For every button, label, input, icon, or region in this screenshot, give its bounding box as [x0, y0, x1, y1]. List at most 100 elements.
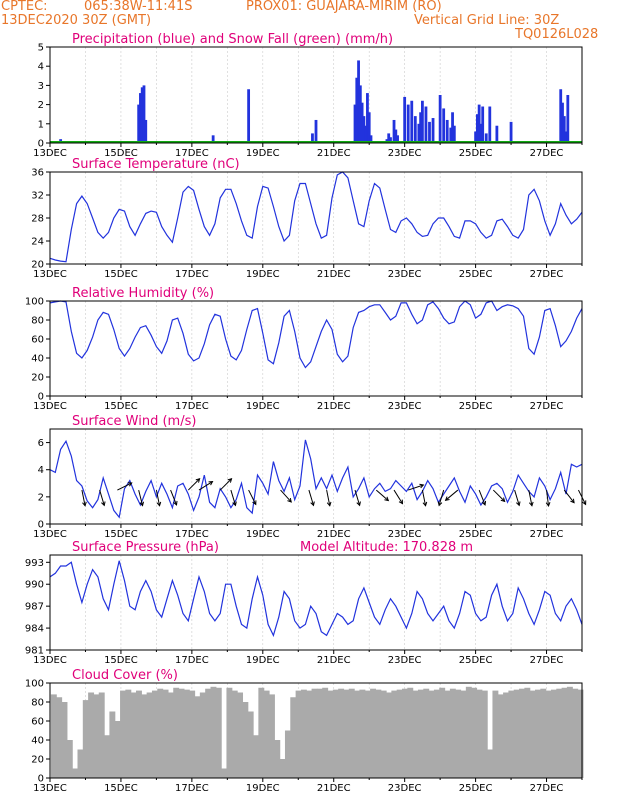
cloud-xtick-label: 23DEC — [388, 783, 422, 794]
wind-ytick-label: 0 — [38, 520, 44, 531]
cloud-bar — [455, 689, 462, 778]
precip-ytick-label: 2 — [38, 100, 44, 111]
cloud-bar — [519, 688, 525, 778]
wind-arrow — [99, 489, 106, 507]
precip-bar — [387, 133, 391, 143]
wind-arrow — [408, 483, 425, 491]
wind-arrow-shaft — [326, 489, 331, 506]
cloud-frame — [49, 682, 583, 779]
precip-xtick-label: 17DEC — [175, 148, 209, 159]
cloud-bar — [508, 690, 515, 778]
precip-xtick-label: 27DEC — [530, 148, 564, 159]
pres-xtick-label: 15DEC — [104, 655, 138, 666]
wind-arrow-head — [516, 501, 521, 507]
precip-bar — [392, 119, 396, 143]
precip-bar — [564, 131, 568, 143]
cloud-bar — [433, 689, 440, 778]
wind-arrow-head — [384, 496, 390, 502]
wind-arrow-shaft — [219, 478, 232, 491]
cloud-bar — [354, 690, 361, 778]
precip-bar — [355, 77, 359, 143]
precip-bar — [389, 137, 392, 143]
precip-bar — [566, 95, 570, 143]
cloud-bar — [497, 694, 504, 778]
wind-arrow-head — [356, 501, 361, 507]
precip-xtick-label: 23DEC — [388, 148, 422, 159]
cloud-xtick-label: 19DEC — [246, 783, 280, 794]
cloud-bar — [306, 690, 313, 778]
wind-arrow — [219, 478, 233, 491]
cloud-bar — [109, 711, 116, 778]
cloud-bar — [423, 688, 430, 778]
wind-arrow-shaft — [99, 489, 105, 506]
precip-bar — [362, 116, 366, 143]
cloud-bar — [205, 688, 212, 778]
cloud-bar — [141, 694, 148, 778]
rh-series-line — [49, 300, 583, 369]
wind-arrow-shaft — [354, 489, 361, 506]
cloud-bar — [295, 690, 302, 778]
cloud-bar — [98, 692, 105, 778]
rh-xtick-label: 25DEC — [459, 401, 493, 412]
cloud-xtick-label: 21DEC — [317, 783, 351, 794]
wind-arrow — [230, 489, 237, 507]
precip-bar — [394, 129, 398, 143]
cloud-bar — [338, 688, 345, 778]
wind-arrow — [514, 489, 521, 507]
precip-bar — [366, 93, 369, 143]
precip-bar — [410, 100, 414, 143]
cloud-bar — [449, 688, 456, 778]
cloud-bar — [231, 690, 238, 778]
cloud-bar — [151, 690, 158, 778]
wind-arrow-shaft — [170, 489, 177, 506]
wind-arrow-head — [232, 501, 237, 507]
wind-xtick-label: 27DEC — [530, 529, 564, 540]
rh-ytick-label: 80 — [31, 316, 44, 327]
wind-arrow — [354, 489, 361, 507]
temp-xtick-label: 17DEC — [175, 269, 209, 280]
grid-line-label: Vertical Grid Line: 30Z — [414, 13, 560, 28]
wind-arrow-shaft — [155, 489, 161, 506]
cloud-bar — [396, 689, 403, 778]
wind-xtick-label: 19DEC — [246, 529, 280, 540]
precip-ytick-label: 1 — [38, 119, 44, 130]
cloud-bar — [460, 690, 467, 778]
chart-header: CPTEC: 065:38W-11:41S PROX01: GUAJARA-MI… — [0, 0, 618, 48]
rh-ytick-label: 20 — [31, 373, 44, 384]
wind-arrow-head — [422, 501, 428, 507]
cloud-bar — [136, 690, 142, 778]
precip-bar — [144, 119, 148, 143]
wind-arrow — [444, 489, 459, 501]
wind-arrow-shaft — [438, 489, 445, 506]
wind-arrow — [326, 489, 332, 507]
precip-bar — [451, 112, 454, 143]
cloud-bar — [316, 688, 323, 778]
wind-arrow-head — [139, 501, 145, 507]
rh-xtick-label: 19DEC — [246, 401, 280, 412]
wind-series-line — [49, 439, 583, 519]
wind-ytick-label: 6 — [38, 438, 44, 449]
cloud-bar — [370, 688, 377, 778]
cloud-xtick-label: 25DEC — [459, 783, 493, 794]
cloud-bar — [189, 690, 196, 778]
temp-xtick-label: 13DEC — [33, 269, 67, 280]
wind-arrow-head — [195, 478, 201, 483]
cloud-ytick-label: 0 — [38, 774, 44, 785]
wind-arrow-shaft — [138, 489, 144, 506]
wind-arrow-shaft — [546, 490, 550, 507]
cloud-bar — [93, 694, 100, 778]
cloud-bar — [550, 689, 557, 778]
wind-arrow-head — [326, 501, 332, 507]
cloud-bar — [157, 688, 164, 778]
precip-bar — [403, 96, 407, 143]
cloud-bar — [72, 768, 79, 778]
cloud-ytick-label: 60 — [31, 717, 44, 728]
cloud-bar — [487, 749, 494, 778]
cloud-bar — [130, 692, 137, 778]
cloud-bar — [66, 740, 73, 778]
pres-xtick-label: 23DEC — [388, 655, 422, 666]
pres-xtick-label: 19DEC — [246, 655, 280, 666]
precip-bar — [353, 104, 357, 143]
wind-arrow-shaft — [528, 489, 533, 506]
